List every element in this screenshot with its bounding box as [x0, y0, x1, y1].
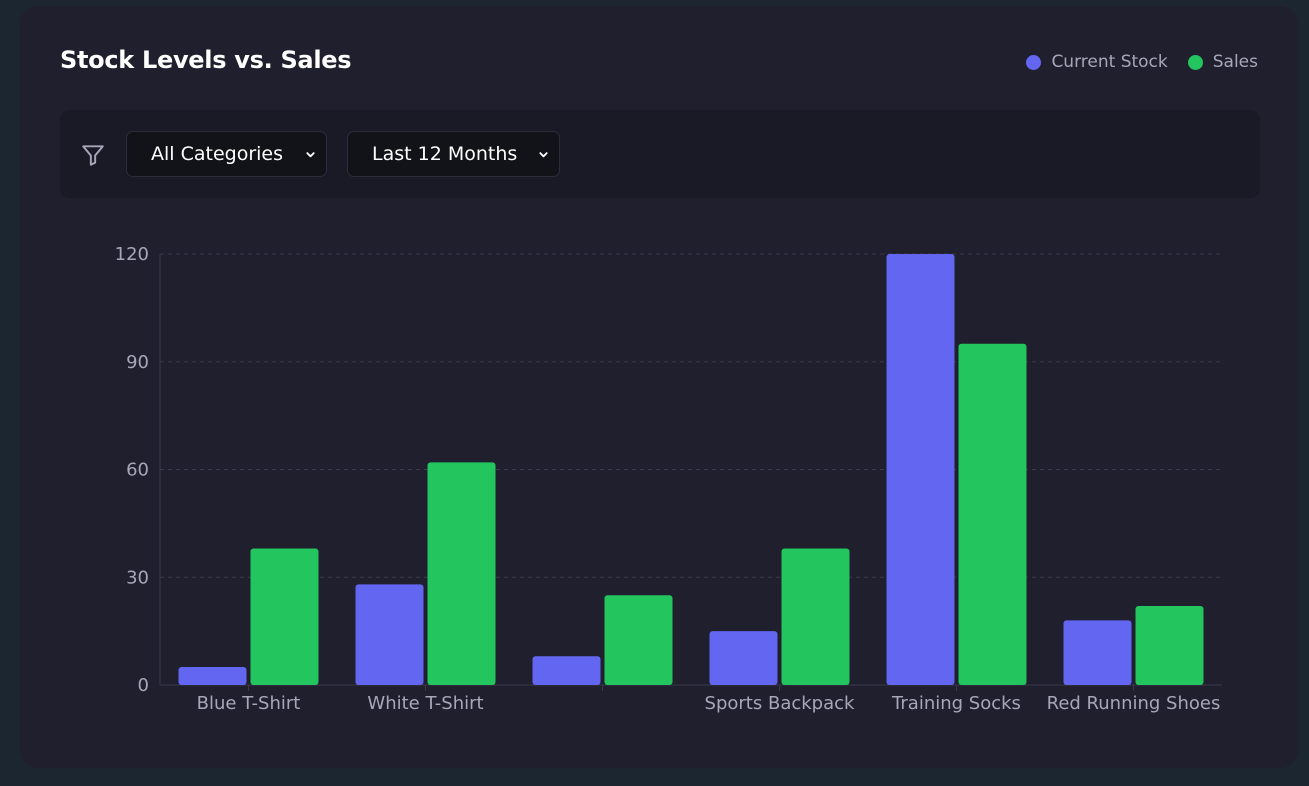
bar-sales [781, 548, 850, 685]
x-tick-label: Red Running Shoes [1047, 693, 1221, 714]
bar-sales [958, 343, 1027, 685]
legend-item-sales[interactable]: Sales [1187, 52, 1258, 72]
period-select[interactable]: Last 12 Months [347, 131, 560, 177]
y-tick-label: 120 [115, 244, 149, 265]
bar-current-stock [709, 631, 778, 685]
legend-item-current-stock[interactable]: Current Stock [1026, 52, 1168, 72]
y-tick-label: 90 [126, 352, 149, 373]
x-tick-label: Training Socks [891, 693, 1021, 714]
bar-current-stock [355, 584, 424, 685]
bar-sales [427, 462, 496, 685]
x-tick-label: Blue T-Shirt [197, 693, 301, 714]
y-tick-label: 0 [138, 675, 149, 696]
filter-icon[interactable] [80, 142, 106, 168]
bar-chart: 0 30 60 90 120 Blue T-Shirt White T-Shirt Sport… [115, 244, 1222, 714]
chart-card: Stock Levels vs. Sales Current Stock Sal… [20, 6, 1298, 768]
period-select-value: Last 12 Months [372, 143, 518, 165]
legend-swatch-sales [1187, 54, 1203, 70]
bar-current-stock [178, 667, 247, 685]
chevron-down-icon [539, 152, 548, 158]
y-tick-label: 60 [126, 460, 149, 481]
legend-label-current-stock: Current Stock [1051, 52, 1168, 72]
bar-current-stock [532, 656, 601, 685]
y-tick-label: 30 [126, 567, 149, 588]
chevron-down-icon [306, 152, 315, 158]
x-tick-label: White T-Shirt [367, 693, 483, 714]
category-select[interactable]: All Categories [126, 131, 327, 177]
bar-current-stock [886, 254, 955, 685]
category-select-value: All Categories [151, 143, 284, 165]
bar-sales [604, 595, 673, 685]
chart-title: Stock Levels vs. Sales [60, 46, 352, 74]
legend: Current Stock Sales [1026, 52, 1258, 72]
bar-sales [1135, 605, 1204, 685]
bar-current-stock [1063, 620, 1132, 685]
legend-swatch-current-stock [1026, 54, 1042, 70]
filter-bar: All Categories Last 12 Months [60, 110, 1260, 198]
legend-label-sales: Sales [1212, 52, 1258, 72]
bar-sales [250, 548, 319, 685]
x-tick-label: Sports Backpack [705, 693, 855, 714]
